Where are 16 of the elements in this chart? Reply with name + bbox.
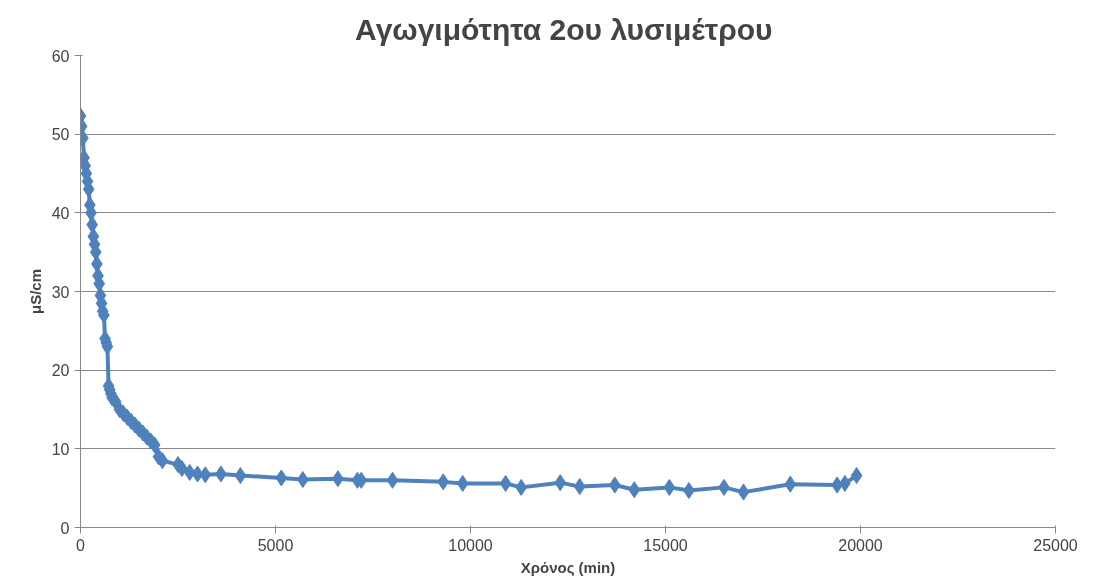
chart-title: Αγωγιμότητα 2ου λυσιμέτρου [355, 12, 773, 46]
y-tick-label: 10 [51, 440, 70, 458]
y-tick-label: 60 [51, 47, 70, 65]
x-tick-label: 25000 [1033, 536, 1078, 554]
x-tick-label: 5000 [257, 536, 294, 554]
x-tick-label: 0 [76, 536, 86, 554]
y-tick-label: 40 [51, 204, 70, 222]
x-axis-title: Χρόνος (min) [520, 558, 616, 576]
y-tick-label: 50 [51, 126, 70, 144]
x-tick-label: 10000 [448, 536, 493, 554]
x-tick-label: 20000 [838, 536, 883, 554]
y-tick-label: 30 [51, 283, 70, 301]
y-tick-label: 0 [60, 519, 70, 537]
x-tick-label: 15000 [643, 536, 688, 554]
y-tick-label: 20 [51, 362, 70, 380]
y-axis-title: μS/cm [26, 268, 44, 315]
